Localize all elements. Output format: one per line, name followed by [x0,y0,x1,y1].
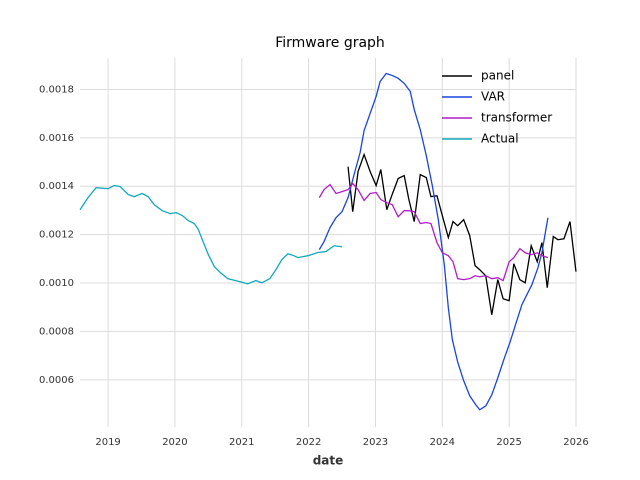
y-tick-label: 0.0006 [39,375,74,386]
legend-label: panel [481,69,514,83]
y-tick-label: 0.0012 [39,230,74,241]
y-tick-label: 0.0016 [39,133,74,144]
x-axis-label: date [313,454,344,468]
series-line [318,182,549,282]
x-tick-label: 2026 [563,437,588,448]
chart-title: Firmware graph [275,35,385,51]
x-tick-label: 2022 [296,437,321,448]
x-tick-label: 2020 [162,437,187,448]
legend-label: VAR [481,90,505,104]
y-tick-label: 0.0008 [39,326,74,337]
y-tick-label: 0.0010 [39,278,74,289]
x-tick-label: 2021 [229,437,254,448]
series-line [79,184,343,285]
legend-label: Actual [481,132,519,146]
series-line [347,152,577,315]
series-line [318,72,549,411]
x-tick-label: 2019 [95,437,120,448]
x-tick-label: 2024 [430,437,455,448]
y-tick-label: 0.0014 [39,181,74,192]
y-tick-label: 0.0018 [39,84,74,95]
legend-label: transformer [481,111,552,125]
x-tick-label: 2025 [496,437,521,448]
x-tick-label: 2023 [363,437,388,448]
